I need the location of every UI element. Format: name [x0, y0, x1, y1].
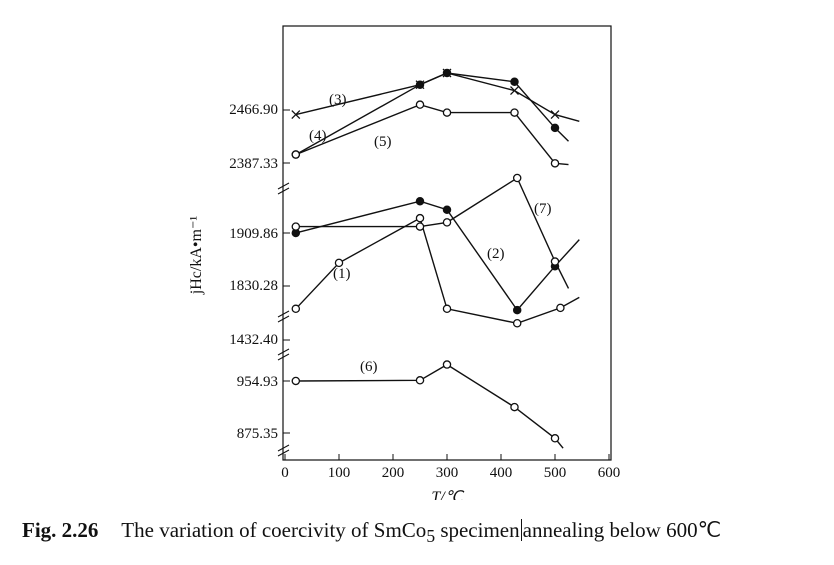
- data-point-series-5: [415, 100, 425, 109]
- data-point-series-1: [334, 258, 344, 268]
- data-point-series-4: [510, 77, 519, 87]
- figure-caption: Fig. 2.26 The variation of coercivity of…: [22, 518, 822, 547]
- data-point-series-6: [442, 360, 452, 369]
- y-tick-label: 2387.33: [229, 156, 278, 172]
- axis-break-mark: [277, 444, 290, 452]
- data-point-series-1: [291, 304, 301, 314]
- series-label-4: (4): [309, 128, 327, 144]
- x-tick-label: 100: [328, 465, 351, 481]
- series-line-6: [295, 363, 564, 449]
- series-label-6: (6): [360, 359, 378, 375]
- series-label-1: (1): [333, 266, 351, 282]
- series-label-2: (2): [487, 246, 505, 262]
- data-point-series-6: [510, 402, 519, 412]
- y-tick-label: 2466.90: [229, 102, 278, 118]
- axis-break-mark: [277, 348, 290, 356]
- data-point-series-7: [550, 257, 560, 266]
- x-tick-label: 500: [544, 465, 567, 481]
- data-point-series-7: [512, 173, 522, 183]
- data-point-series-5: [442, 108, 452, 117]
- axis-break-mark: [277, 182, 290, 190]
- y-tick-label: 1432.40: [229, 332, 278, 348]
- data-point-series-4: [442, 68, 452, 78]
- data-point-series-1: [512, 319, 522, 328]
- data-point-series-1: [442, 304, 452, 314]
- data-point-series-3: [291, 110, 301, 120]
- series-line-4: [295, 72, 569, 156]
- data-point-series-7: [442, 218, 452, 227]
- x-tick-label: 200: [382, 465, 405, 481]
- caption-subscript: 5: [426, 526, 436, 547]
- x-tick-label: 600: [598, 465, 621, 481]
- series-label-5: (5): [374, 134, 392, 150]
- y-tick-label: 1830.28: [229, 278, 278, 294]
- data-point-series-5: [510, 108, 519, 117]
- axis-break-mark: [277, 449, 290, 457]
- x-axis-title: T/℃: [431, 489, 464, 500]
- series-labels: (1) (2) (3) (4) (5) (6) (7): [309, 92, 552, 375]
- data-point-series-1: [415, 213, 425, 223]
- data-point-series-3: [510, 86, 519, 96]
- series-line-2: [295, 200, 580, 312]
- x-tick-label: 400: [490, 465, 513, 481]
- axis-break-mark: [277, 315, 290, 323]
- caption-text-middle: specimen: [435, 518, 520, 542]
- y-tick-label: 1909.86: [229, 226, 278, 242]
- data-point-series-5: [550, 159, 560, 168]
- series-line-3: [295, 72, 580, 122]
- axis-break-mark: [277, 187, 290, 195]
- chart: 2466.90 2387.33 1909.86 1830.28 1432.40 …: [188, 25, 620, 500]
- data-point-series-5: [291, 150, 301, 159]
- x-tick-label: 300: [436, 465, 459, 481]
- data-point-series-7: [291, 222, 301, 231]
- y-tick-label: 954.93: [237, 374, 278, 390]
- data-point-series-4: [415, 80, 425, 89]
- x-tick-label: 0: [281, 465, 289, 481]
- data-point-series-6: [415, 376, 425, 385]
- data-point-series-3: [550, 110, 560, 120]
- series-markers: [291, 68, 565, 443]
- series-line-5: [295, 103, 569, 166]
- figure-number: Fig. 2.26: [22, 518, 99, 542]
- axis-breaks: [277, 182, 290, 457]
- series-label-3: (3): [329, 92, 347, 108]
- text-cursor: [520, 519, 522, 541]
- data-point-series-1: [556, 303, 565, 313]
- axis-break-mark: [277, 310, 290, 318]
- axis-break-mark: [277, 353, 290, 361]
- data-point-series-2: [415, 196, 425, 206]
- y-axis-title: jHc/kA•m⁻¹: [188, 216, 205, 296]
- data-point-series-2: [512, 305, 522, 315]
- y-axis: 2466.90 2387.33 1909.86 1830.28 1432.40 …: [229, 102, 290, 442]
- caption-text: The variation of coercivity of SmCo: [121, 518, 427, 542]
- y-tick-label: 875.35: [237, 426, 278, 442]
- x-axis: 0 100 200 300 400 500 600: [281, 454, 620, 481]
- series-label-7: (7): [534, 201, 552, 217]
- data-point-series-6: [291, 376, 301, 386]
- caption-text-end: annealing below 600℃: [522, 518, 722, 542]
- data-point-series-4: [550, 123, 560, 133]
- data-point-series-6: [550, 434, 560, 443]
- data-point-series-2: [442, 205, 452, 214]
- data-point-series-7: [415, 222, 425, 231]
